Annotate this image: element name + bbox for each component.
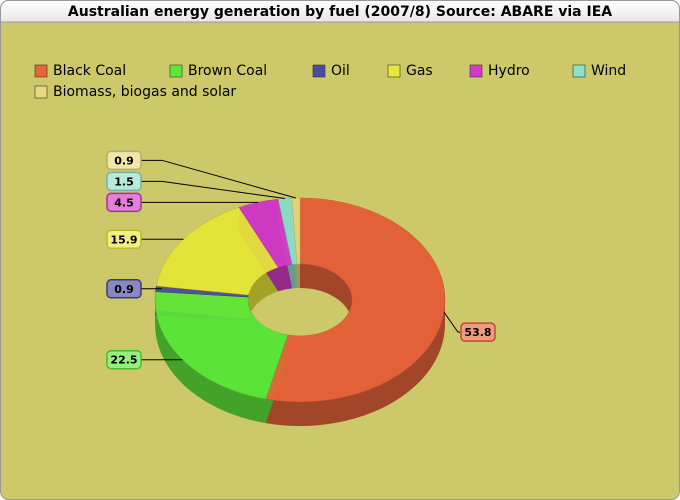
value-label: 4.5	[114, 196, 134, 209]
title-bar	[0, 0, 680, 23]
legend-swatch	[34, 85, 48, 99]
value-label: 15.9	[110, 233, 137, 246]
value-label: 22.5	[110, 354, 137, 367]
value-label-box	[106, 171, 142, 192]
value-label-box	[460, 322, 496, 342]
legend-label: Biomass, biogas and solar	[53, 84, 236, 100]
legend-swatch	[34, 64, 48, 78]
legend-label: Gas	[406, 63, 433, 79]
value-label-box	[106, 349, 142, 370]
value-label-box	[106, 279, 142, 299]
plot	[154, 197, 446, 426]
value-label-box	[106, 150, 142, 171]
legend-label: Hydro	[488, 63, 530, 79]
slice	[265, 197, 446, 403]
legend-swatch	[169, 64, 183, 78]
slice	[156, 207, 279, 296]
chart-title: Australian energy generation by fuel (20…	[68, 4, 612, 20]
legend-swatch	[572, 64, 586, 78]
legend-swatch	[387, 64, 401, 78]
leader-line	[141, 159, 297, 199]
legend-label: Oil	[331, 63, 350, 79]
legend-label: Black Coal	[53, 63, 126, 79]
legend-label: Brown Coal	[188, 63, 267, 79]
slice	[154, 291, 289, 400]
value-label: 0.9	[114, 283, 134, 296]
value-label-box	[106, 192, 142, 213]
value-label: 53.8	[464, 326, 491, 339]
value-label: 0.9	[114, 154, 134, 167]
value-label-box	[106, 229, 142, 250]
legend-swatch	[312, 64, 326, 78]
value-label: 1.5	[114, 175, 134, 188]
leader-line	[443, 311, 461, 333]
leader-line	[141, 180, 286, 200]
legend-label: Wind	[591, 63, 626, 79]
legend-swatch	[469, 64, 483, 78]
